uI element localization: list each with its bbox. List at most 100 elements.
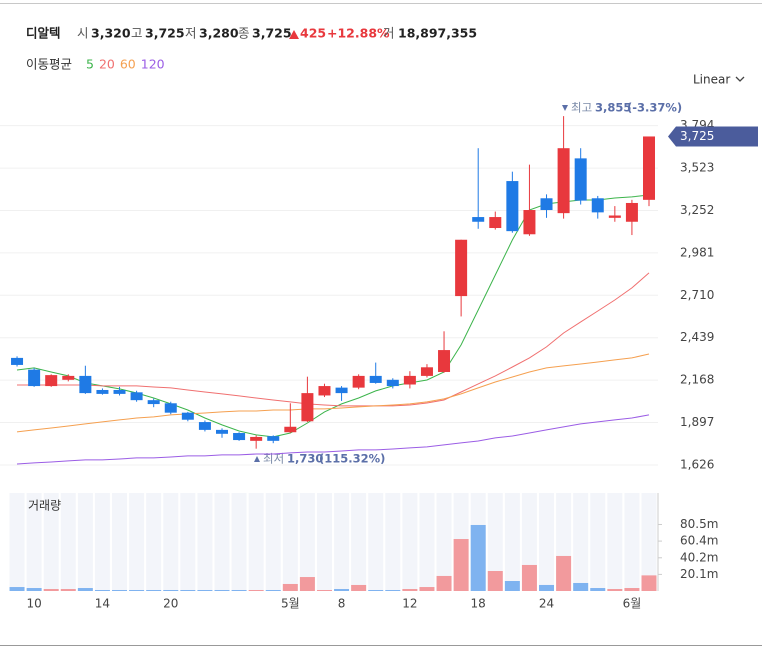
volume-bar xyxy=(180,590,196,591)
low-note-price: 1,730 xyxy=(287,452,323,466)
low-value: 3,280 xyxy=(199,26,239,41)
candle-body xyxy=(591,198,604,213)
ma-label: 이동평균 xyxy=(26,57,72,72)
volume-bar xyxy=(231,590,247,591)
candle-body xyxy=(45,375,58,387)
x-tick-label: 18 xyxy=(471,597,486,611)
candle-body xyxy=(420,367,433,376)
volume-column-bg xyxy=(402,493,418,591)
volume-column-bg xyxy=(112,493,128,591)
volume-tick-label: 80.5m xyxy=(680,517,718,531)
close-value: 3,725 xyxy=(252,26,292,41)
scale-select[interactable]: Linear xyxy=(693,73,745,87)
volume-bar xyxy=(282,583,298,591)
volume-column-bg xyxy=(487,493,503,591)
candle-body xyxy=(28,369,41,387)
volume-bar xyxy=(521,564,537,591)
last-price-tag xyxy=(668,126,758,147)
volume-column-bg xyxy=(146,493,162,591)
y-tick-label: 2,981 xyxy=(680,245,714,259)
y-tick-label: 2,439 xyxy=(680,330,714,344)
scale-label[interactable]: Linear xyxy=(693,73,730,87)
volume-tick-label: 40.2m xyxy=(680,550,718,564)
candle-body xyxy=(386,379,399,387)
volume-bar xyxy=(556,555,572,591)
volume-bar xyxy=(26,588,42,591)
volume-bar xyxy=(129,590,145,591)
candle-body xyxy=(301,393,314,422)
candle-body xyxy=(643,136,655,200)
volume-column-bg xyxy=(316,493,332,591)
candle-body xyxy=(489,217,502,229)
candle-body xyxy=(335,387,348,394)
low-note: 최저 1,730 (115.32%) xyxy=(254,452,385,466)
candle-body xyxy=(250,436,263,441)
x-tick-label: 24 xyxy=(539,597,554,611)
backgrounds xyxy=(0,125,659,591)
volume-column-bg xyxy=(641,493,657,591)
candle-body xyxy=(79,375,92,394)
candle-body xyxy=(523,210,536,235)
volume-bar xyxy=(214,590,230,591)
volume-bar xyxy=(351,584,367,591)
volume-bar xyxy=(504,581,520,591)
volume-bar xyxy=(453,539,469,591)
x-tick-label: 5월 xyxy=(281,597,300,611)
volume-column-bg xyxy=(334,493,350,591)
candle-body xyxy=(438,350,451,372)
low-label: 저 xyxy=(185,26,197,41)
y-tick-label: 2,168 xyxy=(680,373,714,387)
open-label: 시 xyxy=(77,26,89,41)
high-arrow xyxy=(562,105,568,111)
volume-bar xyxy=(590,588,606,591)
volume-bar xyxy=(573,582,589,591)
volume-column-bg xyxy=(436,493,452,591)
legend-entry: 5 xyxy=(86,57,94,72)
volume-bar xyxy=(146,590,162,591)
open-value: 3,320 xyxy=(91,26,131,41)
volume-column-bg xyxy=(231,493,247,591)
volume-column-bg xyxy=(504,493,520,591)
volume-column-bg xyxy=(214,493,230,591)
change-value: 425 xyxy=(300,26,326,41)
volume-bar xyxy=(299,577,315,591)
volume-bar xyxy=(9,587,25,591)
ma-line xyxy=(16,414,650,465)
volume-column-bg xyxy=(180,493,196,591)
volume-column-bg xyxy=(60,493,76,591)
volume-tick-label: 60.4m xyxy=(680,534,718,548)
volume-bar xyxy=(265,590,281,591)
candle-body xyxy=(369,375,382,383)
volume-column-bg xyxy=(265,493,281,591)
volume-column-bg xyxy=(299,493,315,591)
candle-body xyxy=(506,181,519,232)
chevron xyxy=(735,76,745,82)
x-tick-label: 10 xyxy=(26,597,41,611)
volume-bar xyxy=(624,588,640,591)
volume-bar xyxy=(436,575,452,591)
volume-column-bg xyxy=(351,493,367,591)
candle-body xyxy=(403,375,416,385)
candle-body xyxy=(62,375,75,380)
x-tick-label: 14 xyxy=(95,597,110,611)
candle-body xyxy=(608,215,621,218)
x-tick-label: 12 xyxy=(402,597,417,611)
candle-body xyxy=(233,433,246,441)
x-tick-label: 20 xyxy=(163,597,178,611)
up-arrow xyxy=(289,30,299,39)
y-tick-label: 1,897 xyxy=(680,415,714,429)
volume-column-bg xyxy=(26,493,42,591)
ma-line xyxy=(16,194,650,438)
volume-bar xyxy=(487,571,503,591)
stock-name: 디알텍 xyxy=(26,26,61,41)
ma-line xyxy=(17,272,650,407)
candle-body xyxy=(540,198,553,211)
volume-column-bg xyxy=(419,493,435,591)
y-tick-label: 3,523 xyxy=(680,161,714,175)
candle-body xyxy=(113,389,126,394)
candle-body xyxy=(164,403,177,413)
volume-label: 거 xyxy=(383,26,395,41)
volume-column-bg xyxy=(77,493,93,591)
high-label: 고 xyxy=(131,26,143,41)
